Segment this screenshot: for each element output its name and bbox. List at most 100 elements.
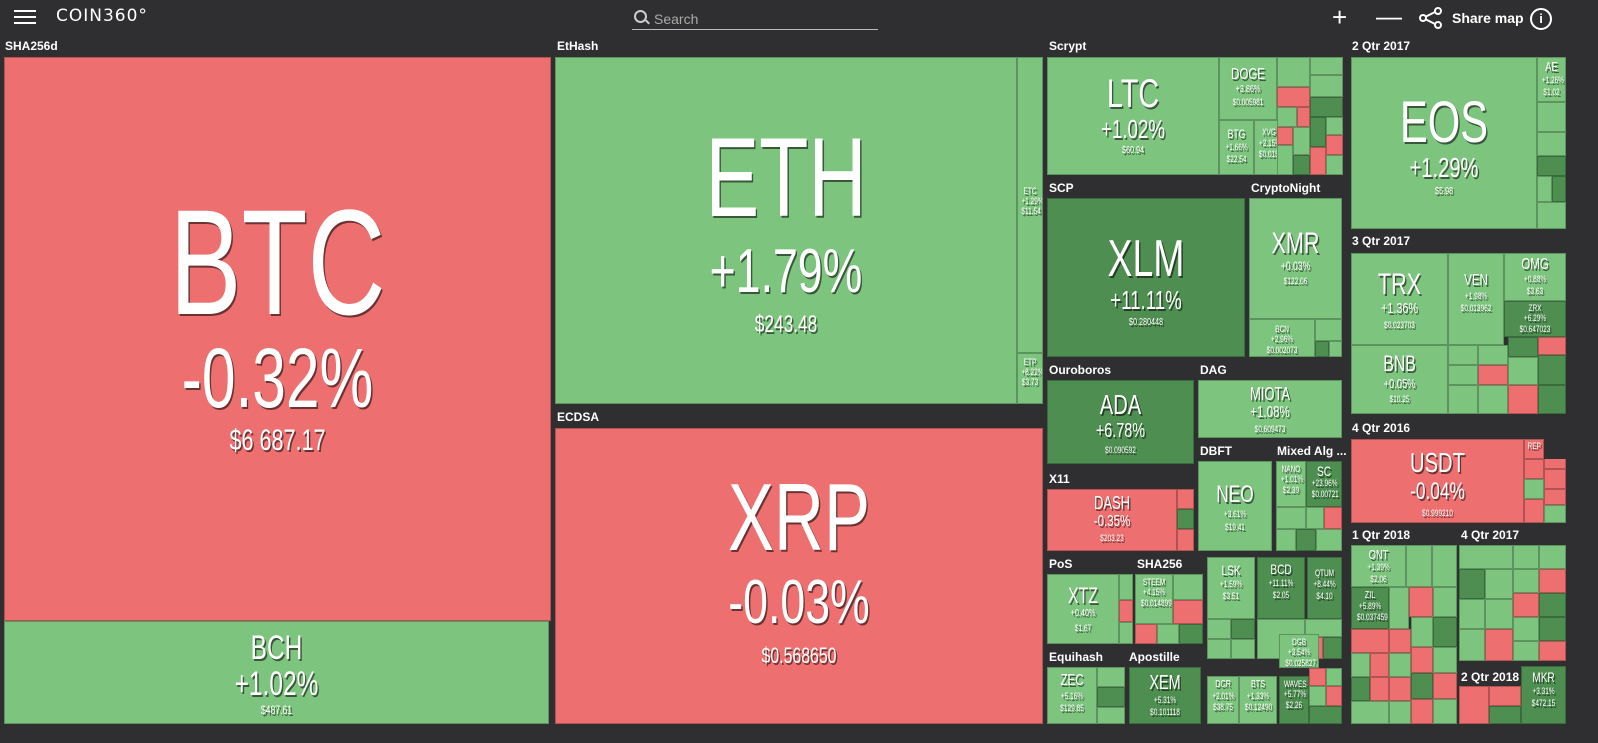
coin-price: $11.54 <box>1021 206 1041 216</box>
coin-change: +11.11% <box>1110 285 1182 315</box>
coin-price: $2.05 <box>1272 590 1290 600</box>
coin-change: +1.26% <box>1541 75 1564 85</box>
small-coins-mosaic[interactable] <box>1459 686 1521 724</box>
coin-tile-bch[interactable]: BCH +1.02% $487.61 <box>4 621 549 724</box>
small-coins-mosaic[interactable] <box>1309 668 1342 724</box>
coin-tile-etc[interactable]: ETC +1.29% $11.54 <box>1017 57 1043 353</box>
sector-label: SHA256d <box>5 39 58 53</box>
coin-tile-doge[interactable]: DOGE +3.86% $0.005981 <box>1219 57 1277 120</box>
menu-icon[interactable] <box>14 10 36 26</box>
coin-tile-steem[interactable]: STEEM +4.15% $0.014899 <box>1135 574 1173 624</box>
small-coins-mosaic[interactable] <box>1537 102 1566 229</box>
coin-tile-dgb[interactable]: DGB +3.54% $0.025827 <box>1279 634 1319 668</box>
coin-tile-xlm[interactable]: XLM +11.11% $0.280448 <box>1047 198 1245 357</box>
coin-tile-zil[interactable]: ZIL +5.89% $0.037459 <box>1351 587 1389 629</box>
coin-tile-ltc[interactable]: LTC +1.02% $60.94 <box>1047 57 1219 175</box>
coin-tile-bts[interactable]: BTS +1.33% $0.12490 <box>1239 676 1277 724</box>
coin-change: -0.35% <box>1093 513 1131 530</box>
coin-tile-bcn[interactable]: BCN +2.96% $0.002073 <box>1249 319 1315 357</box>
coin-price: $0.568650 <box>761 643 837 668</box>
coin-tile-lsk[interactable]: LSK +1.59% $3.51 <box>1207 557 1255 619</box>
coin-symbol: BCD <box>1270 561 1292 577</box>
top-bar: COIN360° + — Share map i <box>0 0 1598 36</box>
small-coins-mosaic[interactable] <box>1207 619 1255 659</box>
coin-tile-waves[interactable]: WAVES +5.77% $2.26 <box>1279 676 1309 724</box>
coin-symbol: ZRX <box>1528 303 1542 313</box>
coin-price: $487.61 <box>260 703 293 717</box>
small-coins-mosaic[interactable] <box>1315 319 1342 357</box>
search-input[interactable] <box>652 8 876 30</box>
coin-symbol: NANO <box>1281 464 1301 474</box>
search-box[interactable] <box>632 8 878 30</box>
coin-tile-zrx[interactable]: ZRX +6.29% $0.647023 <box>1504 301 1566 337</box>
coin-tile-eos[interactable]: EOS +1.29% $5.98 <box>1351 57 1537 229</box>
coin-change: +0.88% <box>1523 274 1547 284</box>
zoom-out-button[interactable]: — <box>1376 1 1402 31</box>
coin-tile-etp[interactable]: ETP +8.22% $3.73 <box>1017 353 1043 404</box>
coin-tile-ven[interactable]: VEN +1.98% $0.013962 <box>1448 253 1504 345</box>
small-coins-mosaic[interactable] <box>1277 57 1343 175</box>
small-coins-mosaic[interactable] <box>1524 459 1566 523</box>
coin-symbol: USDT <box>1410 447 1465 478</box>
small-coins-mosaic[interactable] <box>1351 629 1389 724</box>
coin-symbol: REP <box>1527 441 1541 451</box>
coin-tile-sc[interactable]: SC +23.96% $0.00721 <box>1306 461 1342 507</box>
coin-symbol: DASH <box>1093 493 1130 513</box>
zoom-in-button[interactable]: + <box>1332 2 1348 32</box>
small-coins-mosaic[interactable] <box>1177 489 1194 551</box>
small-coins-mosaic[interactable] <box>1459 545 1566 661</box>
coin-tile-ae[interactable]: AE +1.26% $1.02 <box>1537 57 1566 102</box>
coin-tile-neo[interactable]: NEO +3.61% $19.41 <box>1198 461 1272 551</box>
small-coins-mosaic[interactable] <box>1448 337 1566 414</box>
share-map-button[interactable]: Share map <box>1418 7 1548 29</box>
coin-tile-usdt[interactable]: USDT -0.04% $0.999210 <box>1351 439 1524 523</box>
coin-tile-eth[interactable]: ETH +1.79% $243.48 <box>555 57 1017 404</box>
coin-tile-btg[interactable]: BTG +1.66% $22.54 <box>1219 120 1254 175</box>
coin-tile-rep[interactable]: REP <box>1524 439 1544 459</box>
coin-tile-omg[interactable]: OMG +0.88% $3.63 <box>1504 253 1566 301</box>
small-coins-mosaic[interactable] <box>1389 545 1457 724</box>
small-coins-mosaic[interactable] <box>1097 667 1125 724</box>
coin-tile-ont[interactable]: ONT +1.39% $2.06 <box>1351 545 1406 587</box>
coin-tile-btc[interactable]: BTC -0.32% $6 687.17 <box>4 57 551 621</box>
coin-change: +11.11% <box>1268 578 1294 588</box>
coin-tile-xem[interactable]: XEM +5.31% $0.101118 <box>1129 667 1201 724</box>
coin-change: +1.98% <box>1464 291 1488 301</box>
coin-tile-trx[interactable]: TRX +1.36% $0.023703 <box>1351 253 1448 345</box>
small-coins-mosaic[interactable] <box>1135 624 1203 644</box>
coin-price: $2.26 <box>1285 700 1303 710</box>
logo[interactable]: COIN360° <box>56 6 148 26</box>
coin-symbol: LSK <box>1221 562 1241 578</box>
coin-tile-ada[interactable]: ADA +6.78% $0.090592 <box>1047 380 1194 464</box>
share-icon <box>1419 7 1442 29</box>
coin-change: -0.32% <box>181 331 374 425</box>
coin-tile-bnb[interactable]: BNB +0.05% $10.25 <box>1351 345 1448 414</box>
coin-symbol: XLM <box>1107 230 1185 288</box>
sector-label: 3 Qtr 2017 <box>1352 234 1411 248</box>
coin-symbol: XEM <box>1149 672 1181 694</box>
info-icon[interactable]: i <box>1530 8 1552 30</box>
coin-tile-miota[interactable]: MIOTA +1.08% $0.609473 <box>1198 380 1342 438</box>
coin-tile-xrp[interactable]: XRP -0.03% $0.568650 <box>555 428 1043 724</box>
coin-symbol: XMR <box>1271 227 1320 260</box>
sector-label: ECDSA <box>557 410 600 424</box>
small-coins-mosaic[interactable] <box>1276 507 1342 551</box>
coin-tile-dash[interactable]: DASH -0.35% $203.23 <box>1047 489 1177 551</box>
coin-symbol: VEN <box>1464 272 1488 289</box>
coin-change: +1.29% <box>1021 196 1043 206</box>
coin-tile-bcd[interactable]: BCD +11.11% $2.05 <box>1257 557 1305 619</box>
coin-tile-dcr[interactable]: DCR +2.01% $38.75 <box>1207 676 1239 724</box>
small-coins-mosaic[interactable] <box>1173 574 1203 624</box>
coin-price: $3.51 <box>1222 591 1240 601</box>
coin-tile-qtum[interactable]: QTUM +8.44% $4.10 <box>1307 557 1342 619</box>
coin-tile-xmr[interactable]: XMR +0.03% $122.06 <box>1249 198 1342 319</box>
coin-tile-zec[interactable]: ZEC +5.16% $129.85 <box>1047 667 1097 724</box>
coin-price: $0.647023 <box>1519 324 1551 334</box>
coin-tile-mkr[interactable]: MKR +3.31% $472.15 <box>1521 666 1566 724</box>
coin-symbol: ADA <box>1099 389 1142 420</box>
small-coins-mosaic[interactable] <box>1119 574 1133 644</box>
coin-symbol: SC <box>1316 463 1331 479</box>
coin-symbol: XRP <box>727 464 871 571</box>
coin-tile-xtz[interactable]: XTZ +0.40% $1.67 <box>1047 574 1119 644</box>
coin-tile-nano[interactable]: NANO +1.01% $2.39 <box>1276 461 1306 507</box>
